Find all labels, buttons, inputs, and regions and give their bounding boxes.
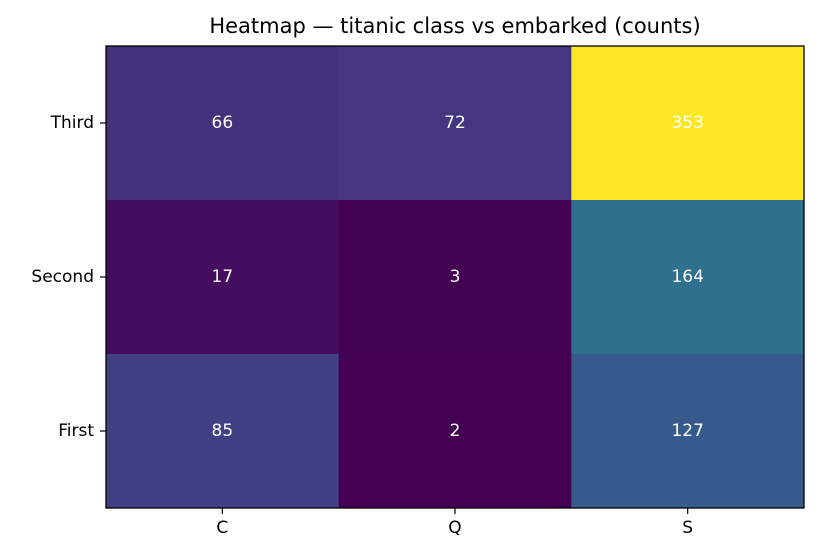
x-tick-label: Q xyxy=(448,518,461,538)
heatmap-cell-labels: 66 72 353 17 3 164 85 2 127 xyxy=(212,113,704,441)
heatmap-cell xyxy=(338,354,572,509)
heatmap-cell xyxy=(106,354,340,509)
chart-title: Heatmap — titanic class vs embarked (cou… xyxy=(209,14,700,38)
cell-value-label: 2 xyxy=(450,421,461,441)
cell-value-label: 17 xyxy=(212,267,234,287)
cell-value-label: 127 xyxy=(671,421,703,441)
cell-value-label: 72 xyxy=(444,113,466,133)
cell-value-label: 66 xyxy=(212,113,234,133)
y-axis: Third Second First xyxy=(31,113,106,441)
cell-value-label: 164 xyxy=(671,267,703,287)
heatmap-cells xyxy=(106,46,805,509)
cell-value-label: 3 xyxy=(450,267,461,287)
heatmap-cell xyxy=(338,46,572,201)
plot-frame xyxy=(105,45,805,509)
cell-value-label: 85 xyxy=(212,421,234,441)
heatmap-cell xyxy=(106,200,340,355)
y-tick-label: Second xyxy=(31,267,94,287)
heatmap-cell xyxy=(571,200,805,355)
x-tick-label: C xyxy=(216,518,228,538)
heatmap-cell xyxy=(338,200,572,355)
cell-value-label: 353 xyxy=(671,113,703,133)
heatmap-cell xyxy=(571,46,805,201)
heatmap-cell xyxy=(571,354,805,509)
y-tick-label: First xyxy=(58,421,94,441)
heatmap-cell xyxy=(106,46,340,201)
y-tick-label: Third xyxy=(50,113,94,133)
x-tick-label: S xyxy=(682,518,693,538)
